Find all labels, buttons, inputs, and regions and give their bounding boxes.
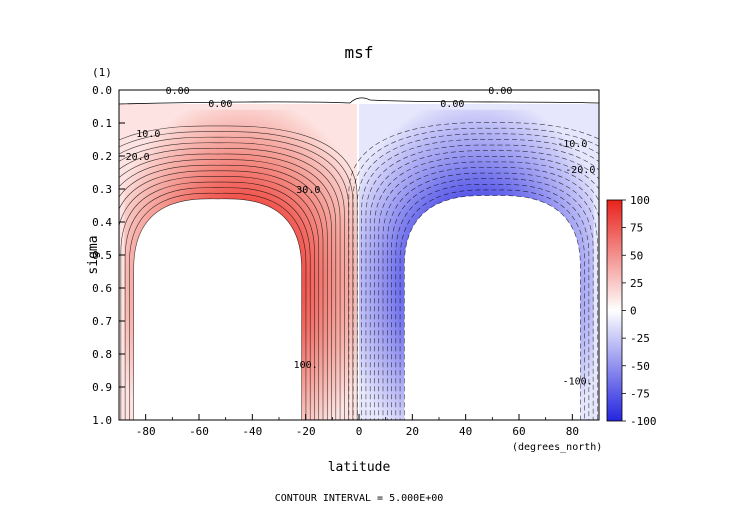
contour-label: -20.0 [565,165,595,176]
y-tick-label: 0.6 [92,282,112,295]
x-units-label: (degrees_north) [512,442,602,453]
contour-line [119,176,320,420]
contour-line [378,161,599,420]
colorbar-tick-label: 100 [630,194,650,207]
x-tick-label: -80 [136,425,156,438]
contour-line [348,122,599,420]
y-tick-label: 0.7 [92,315,112,328]
contour-label: -10.0 [557,139,587,150]
y-axis-title: sigma [86,235,101,274]
contour-line [404,195,581,420]
y-tick-label: 0.4 [92,216,112,229]
x-axis-title: latitude [328,460,391,475]
y-tick-label: 0.8 [92,348,112,361]
x-tick-label: -40 [242,425,262,438]
x-tick-label: -20 [296,425,316,438]
contour-label: -100. [563,376,593,387]
colorbar-tick-label: -100 [630,415,657,428]
colorbar-tick-label: 0 [630,305,637,318]
colorbar-tick-label: 75 [630,222,643,235]
contour-label: 0.00 [166,86,190,97]
contour-line [119,125,358,420]
contour-line [119,164,328,420]
contour-line [119,136,349,420]
x-tick-label: -60 [189,425,209,438]
contour-line [119,142,345,420]
colorbar: 100 75 50 25 0 -25 -50 -75 -100 [606,194,657,428]
x-axis: -80 -60 -40 -20 0 20 40 60 80 [118,414,600,438]
contour-label: 0.00 [440,99,464,110]
x-tick-label: 60 [512,425,525,438]
y-tick-label: 0.5 [92,249,112,262]
contour-line [357,133,599,420]
contour-line [374,155,599,420]
colorbar-tick-label: -75 [630,387,650,400]
southern-cell-contours [348,122,599,420]
contour-line [119,153,337,420]
contour-interval-footer: CONTOUR INTERVAL = 5.000E+00 [275,493,444,504]
contour-label: 100. [294,360,318,371]
contour-labels: 0.00 0.00 0.00 0.00 10.0 20.0 30.0 -10.0 -20.0 10… [126,86,596,387]
contour-line [119,159,332,420]
southern-cell-void [404,195,581,420]
x-tick-label: 20 [406,425,419,438]
colorbar-tick-label: -25 [630,332,650,345]
contour-line [399,189,585,420]
contour-line [386,172,598,420]
x-tick-label: 40 [459,425,472,438]
y-tick-label: 0.2 [92,150,112,163]
y-tick-label: 0.9 [92,381,112,394]
contour-line [119,170,324,420]
colorbar-tick-label: 50 [630,249,643,262]
contour-line [119,148,341,420]
colorbar-ticks: 100 75 50 25 0 -25 -50 -75 -100 [622,194,657,428]
y-tick-label: 0.1 [92,117,112,130]
contour-line [395,184,590,420]
plot-area [119,90,599,420]
contour-label: 0.00 [208,99,232,110]
x-tick-label: 80 [566,425,579,438]
northern-cell-void [133,198,302,420]
y-axis: 0.0 0.1 0.2 0.3 0.4 0.5 0.6 0.7 0.8 0.9 1.0 [92,84,125,427]
y-tick-label: 0.0 [92,84,112,97]
contour-line [382,167,599,420]
contour-line [120,181,315,420]
colorbar-ramp [606,199,623,422]
contour-line [365,144,599,420]
contour-line [369,150,599,420]
zero-contour-line [119,97,599,105]
colorbar-tick-label: -50 [630,360,650,373]
contour-line [119,131,354,420]
colorbar-tick-label: 25 [630,277,643,290]
contour-line [361,139,599,420]
contour-label: 30.0 [296,185,320,196]
contour-label: 20.0 [126,152,150,163]
contour-line [391,178,594,420]
contour-label: 0.00 [488,86,512,97]
contour-label: 10.0 [136,129,160,140]
x-tick-label: 0 [356,425,363,438]
y-units-label: (1) [92,66,112,79]
y-tick-label: 0.3 [92,183,112,196]
y-tick-label: 1.0 [92,414,112,427]
chart-title: msf [345,43,374,62]
